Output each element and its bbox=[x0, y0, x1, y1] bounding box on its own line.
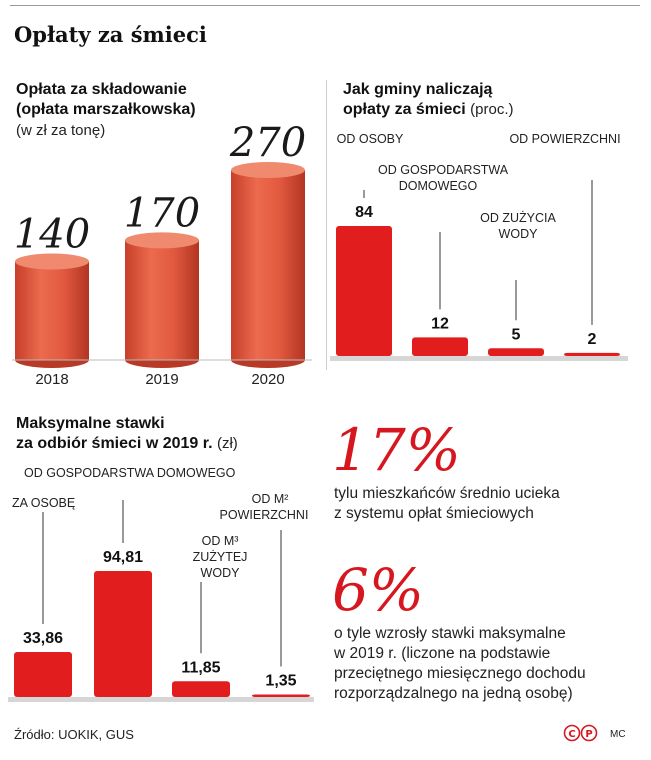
methods-label-household-2: DOMOWEGO bbox=[398, 179, 478, 193]
marshal-fee-title-1: Opłata za składowanie bbox=[16, 81, 187, 98]
methods-baseline bbox=[330, 356, 628, 361]
rates-label-person: ZA OSOBĘ bbox=[12, 496, 76, 510]
methods-bar bbox=[564, 352, 620, 356]
cp-logo-icon: C P bbox=[563, 724, 599, 742]
cylinder-top bbox=[15, 253, 89, 270]
methods-label-household-1: OD GOSPODARSTWA bbox=[378, 163, 509, 177]
methods-label-area: OD POWIERZCHNI bbox=[509, 132, 621, 146]
methods-label-person: OD OSOBY bbox=[336, 132, 404, 146]
rates-value-label: 11,85 bbox=[181, 659, 220, 676]
methods-value-label: 2 bbox=[588, 331, 597, 348]
page-title: Opłaty za śmieci bbox=[14, 22, 207, 47]
year-tick-label: 2020 bbox=[251, 371, 284, 388]
methods-value-label: 84 bbox=[355, 204, 373, 221]
rates-bar bbox=[14, 652, 72, 697]
stat-2-line-3: przeciętnego miesięcznego dochodu bbox=[334, 665, 586, 682]
methods-chart: 84 12 5 2 bbox=[330, 180, 628, 361]
rates-label-area-1: OD M² bbox=[251, 492, 289, 506]
methods-value-label: 5 bbox=[512, 326, 521, 343]
rates-label-household: OD GOSPODARSTWA DOMOWEGO bbox=[24, 466, 236, 480]
rates-label-water-1: OD M³ bbox=[201, 534, 239, 548]
cylinder-value-label: 270 bbox=[229, 120, 306, 166]
rates-value-label: 1,35 bbox=[265, 673, 296, 690]
svg-text:P: P bbox=[585, 729, 592, 740]
stat-1-line-2: z systemu opłat śmieciowych bbox=[334, 505, 534, 522]
cylinder-value-label: 170 bbox=[124, 190, 200, 236]
rates-value-label: 33,86 bbox=[23, 630, 63, 647]
methods-bar bbox=[488, 348, 544, 356]
methods-title-2: opłaty za śmieci bbox=[343, 101, 466, 118]
methods-value-label: 12 bbox=[431, 315, 449, 332]
source-note: Źródło: UOKIK, GUS bbox=[14, 727, 134, 742]
stat-1-line-1: tylu mieszkańców średnio ucieka bbox=[334, 485, 560, 502]
methods-label-water-2: WODY bbox=[498, 227, 538, 241]
methods-bar bbox=[412, 337, 468, 356]
methods-unit: (proc.) bbox=[470, 101, 514, 118]
max-rates-unit: (zł) bbox=[216, 435, 238, 452]
cylinder-top bbox=[231, 162, 305, 178]
year-tick-label: 2019 bbox=[145, 371, 178, 388]
cylinder-bar bbox=[15, 261, 89, 360]
rates-bar bbox=[94, 571, 152, 697]
rates-baseline bbox=[8, 697, 314, 702]
top-rule bbox=[10, 5, 640, 6]
methods-title-row: opłaty za śmieci (proc.) bbox=[343, 100, 514, 120]
stat-1-value: 17% bbox=[332, 416, 461, 484]
svg-text:C: C bbox=[568, 729, 575, 740]
stat-2-line-1: o tyle wzrosły stawki maksymalne bbox=[334, 625, 566, 642]
author-initials: MC bbox=[610, 729, 626, 740]
max-rates-title-row: za odbiór śmieci w 2019 r. (zł) bbox=[16, 434, 238, 454]
rates-label-area-2: POWIERZCHNI bbox=[219, 508, 309, 522]
max-rates-chart: 33,86 94,81 11,85 1,35 bbox=[8, 500, 314, 702]
methods-bar bbox=[336, 226, 392, 356]
rates-value-label: 94,81 bbox=[103, 549, 143, 566]
stat-2-line-2: w 2019 r. (liczone na podstawie bbox=[334, 645, 551, 662]
cylinder-top bbox=[125, 232, 199, 249]
cylinder-bar bbox=[125, 240, 199, 360]
stat-2-line-4: rozporządzalnego na jedną osobę) bbox=[334, 685, 573, 702]
methods-label-water-1: OD ZUŻYCIA bbox=[480, 211, 556, 225]
rates-bar bbox=[172, 681, 230, 697]
year-tick-label: 2018 bbox=[35, 371, 68, 388]
rates-bar bbox=[252, 694, 310, 697]
divider-vertical bbox=[326, 80, 327, 370]
marshal-fee-chart: 140 2018 170 2019 270 2020 bbox=[12, 120, 312, 388]
stat-2-value: 6% bbox=[332, 556, 425, 624]
marshal-fee-title-2: (opłata marszałkowska) bbox=[16, 101, 196, 118]
max-rates-title-1: Maksymalne stawki bbox=[16, 415, 165, 432]
marshal-fee-unit: (w zł za tonę) bbox=[16, 122, 106, 139]
max-rates-title-2: za odbiór śmieci w 2019 r. bbox=[16, 435, 213, 452]
cylinder-bar bbox=[231, 170, 305, 360]
methods-title-1: Jak gminy naliczają bbox=[343, 81, 493, 98]
rates-label-water-2: ZUŻYTEJ bbox=[192, 550, 248, 564]
rates-label-water-3: WODY bbox=[200, 566, 240, 580]
cylinder-value-label: 140 bbox=[14, 211, 90, 257]
